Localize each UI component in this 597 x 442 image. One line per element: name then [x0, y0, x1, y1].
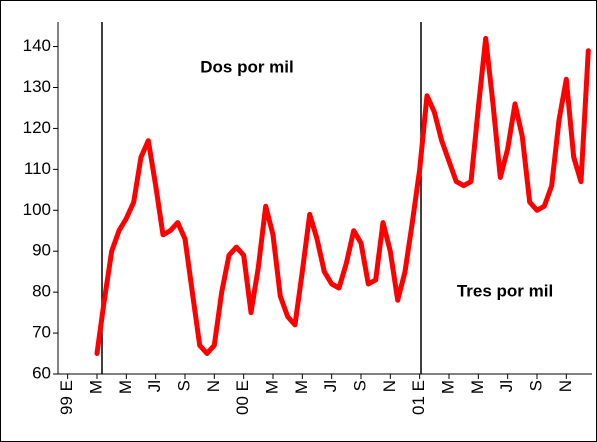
- x-tick-label: M: [438, 380, 457, 394]
- x-tick-label: S: [174, 380, 193, 391]
- y-tick-label: 80: [32, 282, 51, 301]
- y-tick-label: 100: [23, 200, 51, 219]
- x-tick-label: M: [86, 380, 105, 394]
- y-tick-label: 130: [23, 77, 51, 96]
- x-tick-label: S: [350, 380, 369, 391]
- x-tick-label: N: [556, 380, 575, 392]
- x-tick-label: 00 E: [233, 380, 252, 415]
- x-tick-label: Jl: [145, 380, 164, 392]
- x-tick-label: M: [292, 380, 311, 394]
- x-tick-label: N: [204, 380, 223, 392]
- x-tick-label: S: [526, 380, 545, 391]
- x-tick-label: 99 E: [57, 380, 76, 415]
- annotation: Tres por mil: [457, 281, 553, 300]
- x-tick-label: M: [262, 380, 281, 394]
- line: [94, 35, 591, 356]
- annotation: Dos por mil: [200, 57, 294, 76]
- y-tick-label: 120: [23, 118, 51, 137]
- y-tick-label: 70: [32, 323, 51, 342]
- x-tick-label: Jl: [321, 380, 340, 392]
- x-tick-label: Jl: [497, 380, 516, 392]
- y-tick-label: 110: [24, 159, 51, 178]
- x-tick-label: 01 E: [409, 380, 428, 415]
- y-tick-label: 60: [32, 363, 51, 382]
- y-tick-label: 140: [23, 36, 51, 55]
- x-tick-label: N: [380, 380, 399, 392]
- x-tick-label: M: [468, 380, 487, 394]
- x-tick-label: M: [116, 380, 135, 394]
- y-tick-label: 90: [32, 241, 51, 260]
